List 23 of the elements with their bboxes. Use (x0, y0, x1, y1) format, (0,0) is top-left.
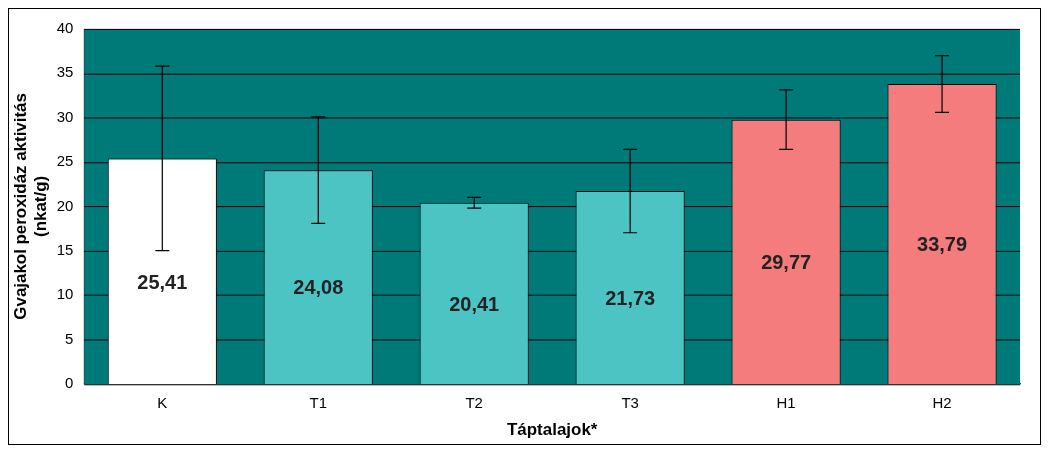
x-tick-label: T2 (465, 393, 483, 411)
data-label: 20,41 (449, 292, 500, 315)
data-label: 25,41 (137, 270, 188, 293)
y-tick-label: 35 (56, 63, 74, 81)
y-tick-label: 0 (65, 374, 74, 391)
data-label: 24,08 (293, 276, 344, 299)
y-tick-label: 30 (56, 107, 74, 125)
y-tick-label: 40 (56, 19, 74, 37)
x-tick-label: H2 (932, 393, 952, 411)
y-tick-label: 25 (56, 152, 74, 170)
y-tick-label: 10 (56, 285, 74, 303)
x-axis-title: Táptalajok* (506, 419, 598, 439)
x-tick-label: T1 (309, 393, 327, 411)
x-tick-label: T3 (621, 393, 639, 411)
data-label: 21,73 (605, 286, 656, 309)
y-tick-label: 5 (65, 329, 74, 347)
y-tick-label: 15 (56, 240, 74, 258)
y-axis-title: Gvajakol peroxidáz aktivitás (nkat/g) (10, 93, 51, 320)
data-label: 33,79 (917, 233, 968, 256)
y-tick-label: 20 (56, 196, 74, 214)
data-label: 29,77 (761, 251, 812, 274)
x-tick-label: K (157, 393, 168, 411)
x-tick-label: H1 (776, 393, 796, 411)
